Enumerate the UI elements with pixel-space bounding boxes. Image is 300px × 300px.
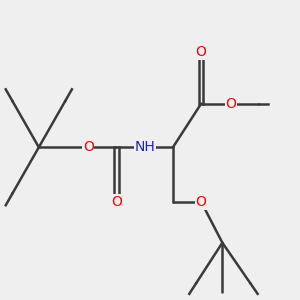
Text: NH: NH (134, 140, 155, 154)
Text: O: O (196, 45, 207, 59)
Text: O: O (83, 140, 94, 154)
Text: O: O (226, 97, 237, 111)
Text: O: O (196, 195, 207, 209)
Text: O: O (111, 195, 122, 209)
